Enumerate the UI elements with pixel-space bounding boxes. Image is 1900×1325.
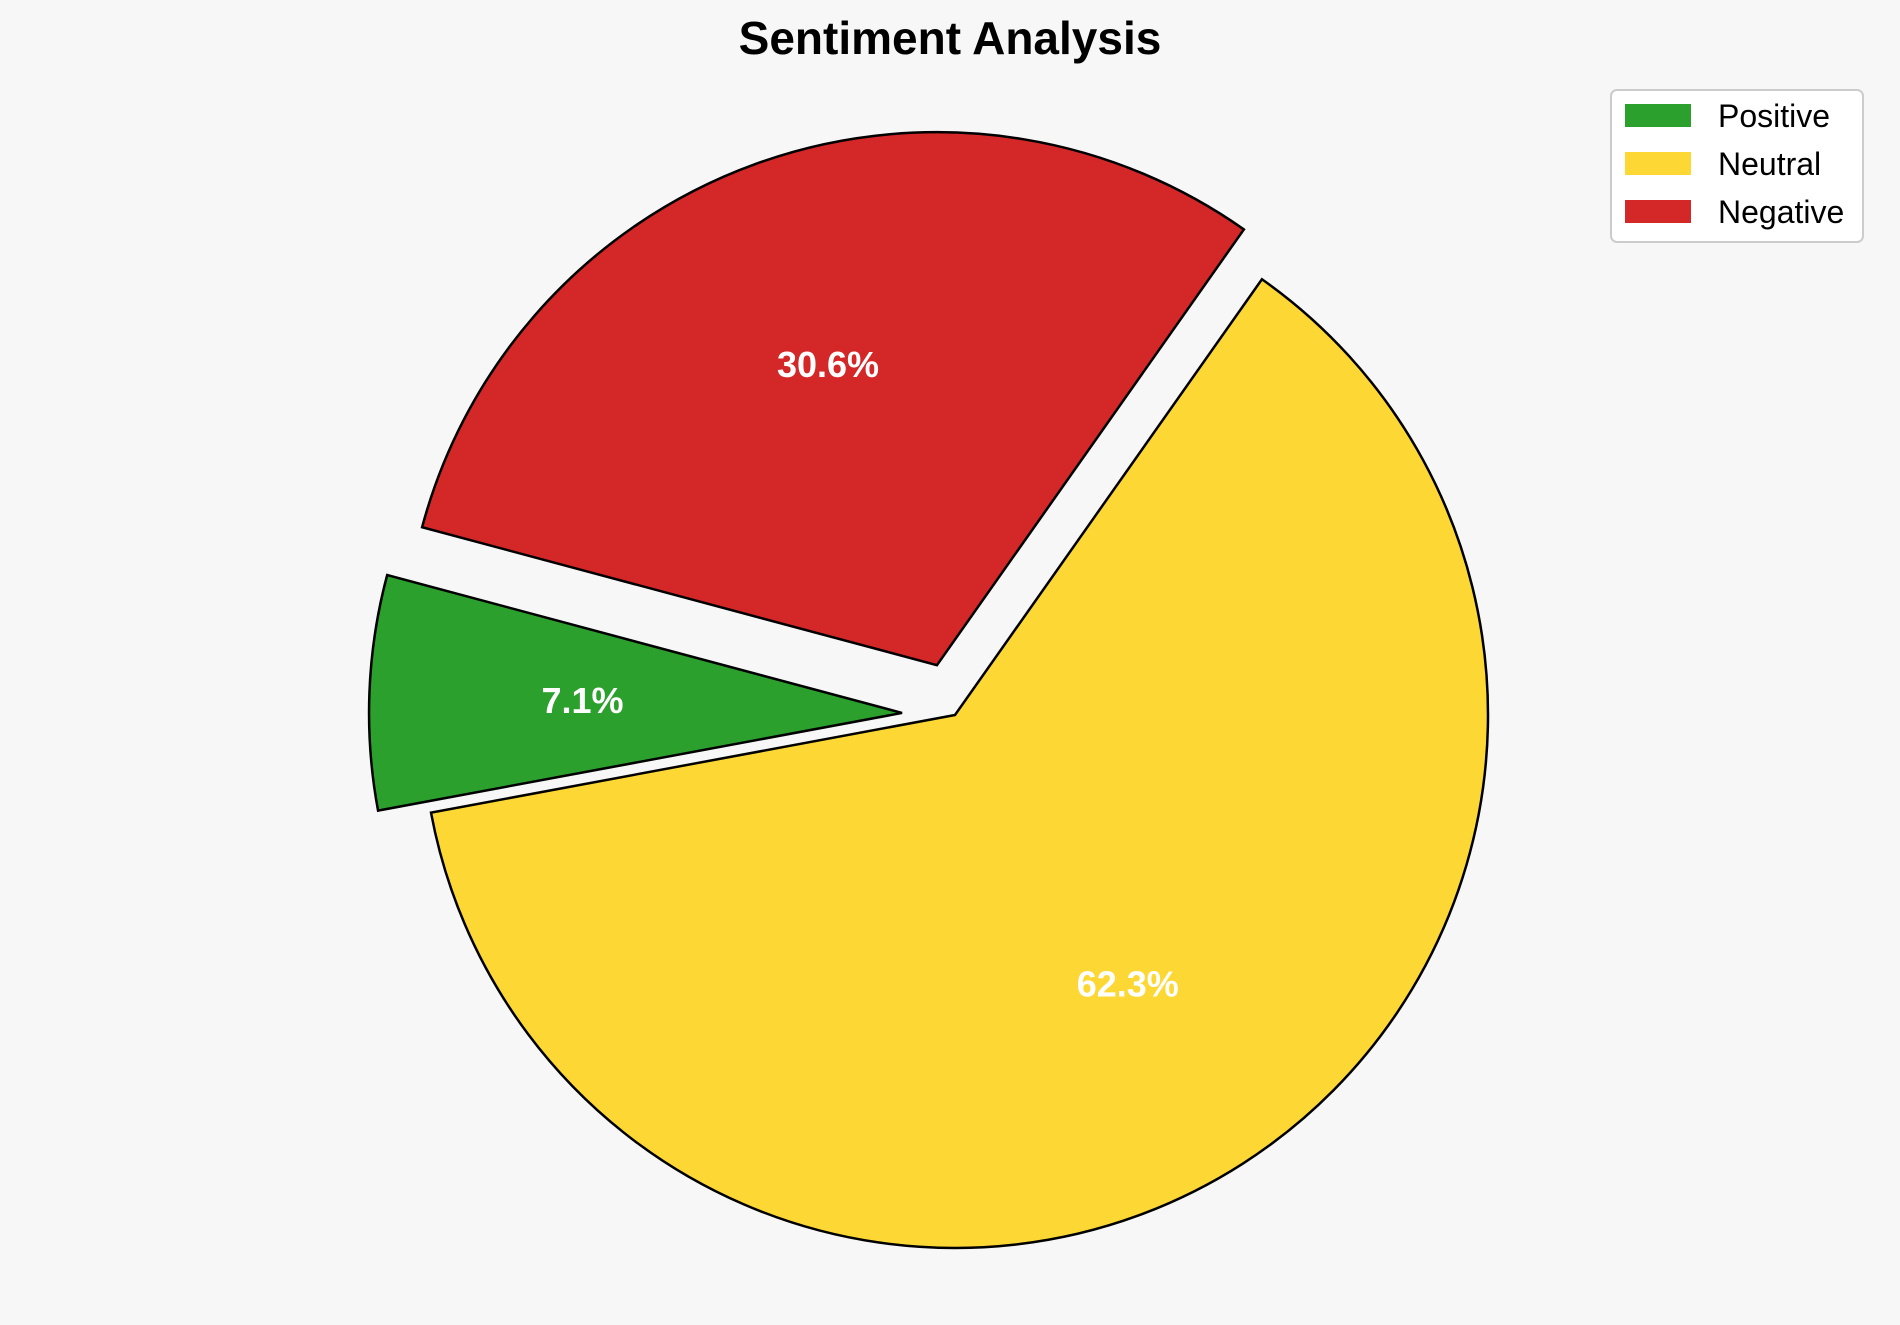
slice-label-positive: 7.1%: [541, 680, 623, 721]
legend-swatch-neutral: [1625, 152, 1691, 175]
legend-label-neutral: Neutral: [1718, 146, 1821, 182]
pie-slice-positive: [367, 573, 903, 813]
pie-slice-neutral: [429, 277, 1490, 1250]
legend-swatch-negative: [1625, 200, 1691, 223]
pie-slice-labels: 7.1% 62.3% 30.6%: [541, 344, 1178, 1005]
legend-label-positive: Positive: [1718, 98, 1830, 134]
legend: Positive Neutral Negative: [1610, 89, 1864, 243]
slice-label-negative: 30.6%: [777, 344, 879, 385]
chart-title: Sentiment Analysis: [739, 12, 1162, 64]
legend-items: Positive Neutral Negative: [1625, 98, 1844, 230]
pie-slice-negative: [420, 130, 1246, 667]
legend-label-negative: Negative: [1718, 194, 1844, 230]
legend-swatch-positive: [1625, 104, 1691, 127]
slice-label-neutral: 62.3%: [1077, 964, 1179, 1005]
pie-slices: [367, 130, 1490, 1250]
